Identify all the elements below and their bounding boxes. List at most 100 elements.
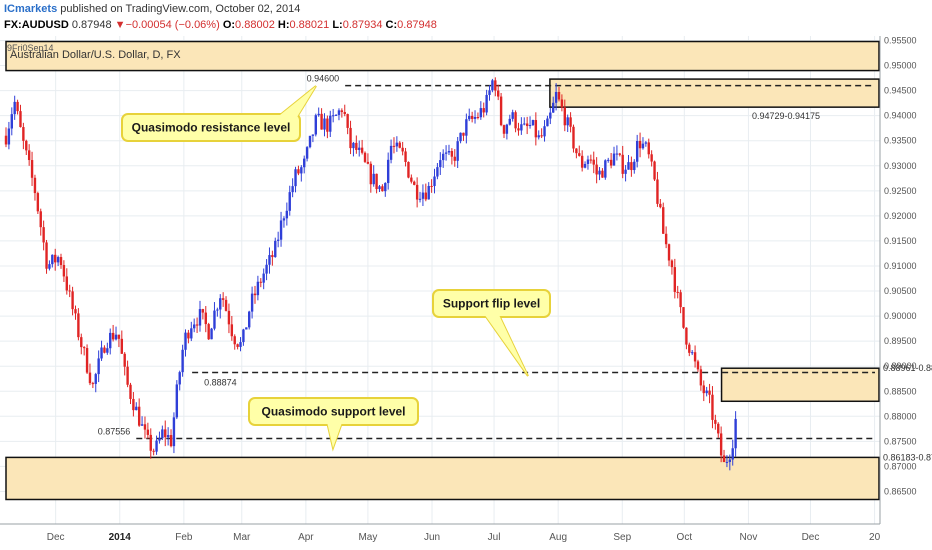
candle-body: [311, 134, 315, 136]
zone-bottom: [5, 456, 880, 501]
candle-body: [520, 124, 523, 131]
candle-body: [245, 327, 248, 330]
candle-body: [169, 435, 173, 447]
level-resistance-label: 0.94600: [307, 74, 340, 84]
candle-body: [586, 159, 590, 164]
candle-body: [91, 383, 95, 385]
candle-body: [297, 169, 300, 174]
candle-body: [485, 94, 488, 113]
candle-body: [219, 298, 222, 310]
candle-body: [696, 361, 700, 370]
quote-line: FX:AUDUSD 0.87948 ▼−0.00054 (−0.06%) O:0…: [4, 19, 437, 31]
price-tick-label: 0.88500: [884, 386, 917, 396]
time-tick-label: Nov: [740, 532, 758, 543]
candle-body: [271, 255, 274, 258]
candle-body: [331, 115, 335, 117]
candle-body: [468, 115, 471, 120]
candle-body: [508, 118, 511, 125]
candle-body: [488, 90, 491, 95]
candle-body: [676, 291, 679, 293]
publisher-link[interactable]: ICmarkets: [4, 3, 58, 15]
candle-body: [27, 150, 31, 161]
candle-body: [349, 127, 352, 149]
candle-body: [621, 154, 624, 174]
candle-body: [528, 125, 532, 127]
price-axis[interactable]: 0.95500 0.95000 0.94500 0.94000 0.93500 0.930…: [884, 36, 917, 497]
candle-body: [433, 176, 436, 187]
candle-body: [667, 244, 671, 261]
candle-body: [395, 142, 399, 147]
price-tick-label: 0.91000: [884, 261, 917, 271]
candle-body: [566, 117, 569, 126]
candle-body: [491, 80, 494, 91]
candle-body: [166, 435, 170, 438]
candle-body: [693, 352, 697, 362]
candle-body: [456, 141, 459, 161]
title-overlap-text: 9Fri0Sep14: [7, 43, 54, 53]
time-axis[interactable]: Dec 2014 Feb Mar Apr May Jun Jul Aug Sep Oct Nov Dec…: [47, 532, 881, 543]
time-tick-label: Feb: [175, 532, 193, 543]
candle-body: [702, 385, 705, 394]
candle-body: [531, 120, 535, 126]
candle-body: [114, 334, 118, 340]
candle-body: [578, 153, 581, 156]
time-tick-label: Mar: [233, 532, 251, 543]
candle-body: [413, 181, 416, 185]
candle-body: [575, 148, 578, 154]
candle-body: [198, 309, 202, 326]
candle-body: [598, 170, 601, 175]
candle-body: [210, 328, 213, 340]
candle-body: [74, 309, 77, 314]
candle-body: [68, 290, 71, 292]
candle-body: [430, 185, 433, 187]
candle-body: [56, 257, 60, 263]
high-value: 0.88021: [289, 19, 330, 31]
price-tick-label: 0.95000: [884, 61, 917, 71]
candle-body: [612, 153, 616, 166]
candle-body: [641, 143, 645, 149]
candle-body: [65, 276, 69, 291]
callout-support-flip: Support flip level: [432, 289, 551, 377]
candle-body: [543, 126, 546, 137]
candle-body: [670, 260, 674, 268]
level-support-flip-label: 0.88874: [204, 378, 237, 388]
candle-body: [601, 170, 604, 178]
candle-body: [424, 192, 428, 200]
candle-body: [473, 117, 477, 119]
candle-body: [685, 327, 688, 345]
symbol-label[interactable]: FX:AUDUSD: [4, 19, 69, 31]
candle-body: [152, 450, 155, 452]
candle-body: [659, 203, 662, 208]
chart-title: Australian Dollar/U.S. Dollar, D, FX: [10, 49, 181, 61]
candle-body: [135, 406, 138, 411]
candle-body: [250, 293, 254, 312]
price-tick-label: 0.90500: [884, 286, 917, 296]
candle-body: [734, 418, 737, 449]
candle-body: [30, 160, 34, 178]
price-tick-label: 0.91500: [884, 236, 917, 246]
candle-body: [88, 372, 92, 384]
candle-body: [580, 155, 584, 168]
candle-body: [274, 240, 277, 258]
candle-body: [381, 186, 384, 192]
candle-body: [320, 113, 323, 130]
time-tick-label: May: [358, 532, 377, 543]
candle-body: [537, 135, 540, 138]
candles: [4, 77, 737, 471]
candle-body: [221, 298, 225, 300]
candle-body: [230, 324, 234, 337]
candle-body: [259, 281, 262, 283]
candle-body: [635, 140, 639, 162]
candle-body: [268, 255, 271, 265]
candle-body: [62, 265, 66, 277]
time-tick-label: Oct: [677, 532, 693, 543]
candle-body: [653, 161, 656, 180]
candle-body: [184, 332, 187, 350]
candle-body: [7, 128, 11, 145]
candle-body: [25, 140, 28, 151]
candle-body: [717, 423, 720, 434]
candle-body: [662, 207, 665, 234]
candle-body: [256, 281, 260, 296]
callout-quasimodo-resistance-text: Quasimodo resistance level: [132, 121, 291, 135]
